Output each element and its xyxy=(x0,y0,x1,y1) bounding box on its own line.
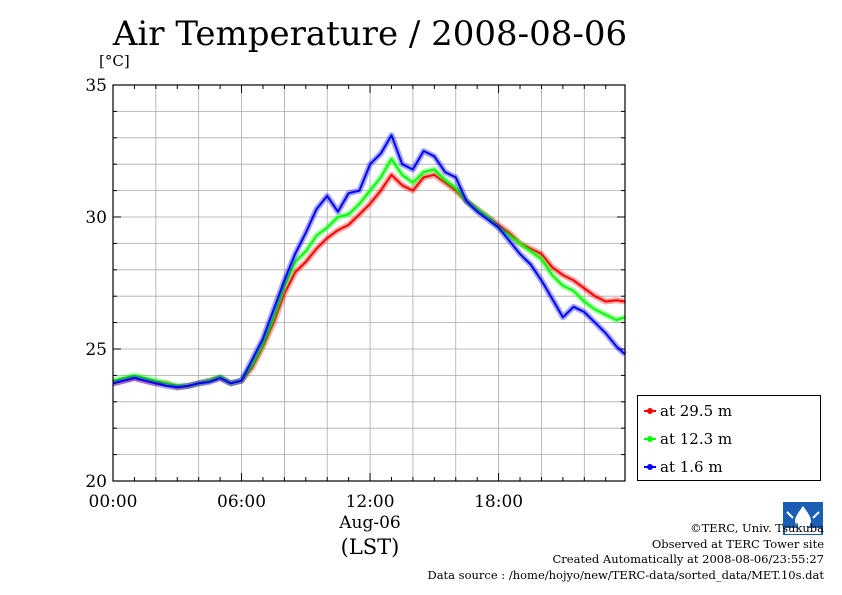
legend-item-1-6m: at 1.6 m xyxy=(644,457,723,477)
y-tick-label: 20 xyxy=(85,472,107,492)
legend-item-29-5m: at 29.5 m xyxy=(644,401,732,421)
series-band-at-29-5-m xyxy=(112,171,626,391)
y-tick-label: 25 xyxy=(85,340,107,360)
legend-swatch-blue xyxy=(644,457,656,477)
y-tick-label: 35 xyxy=(85,76,107,96)
terc-logo-icon xyxy=(783,502,823,535)
grid-lines xyxy=(113,85,625,481)
x-tick-label: 06:00 xyxy=(217,492,266,512)
series-line-at-1-6-m xyxy=(112,134,626,389)
x-tick-label: 18:00 xyxy=(474,492,523,512)
chart-title: Air Temperature / 2008-08-06 xyxy=(112,14,628,54)
legend-label: at 29.5 m xyxy=(660,402,733,420)
axis-ticks xyxy=(112,84,625,482)
legend-swatch-red xyxy=(644,401,656,421)
series-lines xyxy=(112,132,628,391)
legend-label: at 12.3 m xyxy=(660,430,733,448)
plot-frame xyxy=(112,84,626,482)
credits: ©TERC, Univ. Tsukuba Observed at TERC To… xyxy=(427,521,824,583)
legend: at 29.5 m at 12.3 m at 1.6 m xyxy=(637,395,821,481)
y-tick-label: 30 xyxy=(85,208,107,228)
legend-item-12-3m: at 12.3 m xyxy=(644,429,732,449)
legend-swatch-green xyxy=(644,429,656,449)
legend-label: at 1.6 m xyxy=(660,458,723,476)
x-tick-label: 00:00 xyxy=(89,492,138,512)
tick-labels: 20 25 30 35 00:00 06:00 12:00 18:00 xyxy=(85,76,523,512)
credit-created: Created Automatically at 2008-08-06/23:5… xyxy=(552,552,825,566)
credit-copyright: ©TERC, Univ. Tsukuba xyxy=(690,521,824,535)
x-axis-timezone: (LST) xyxy=(340,535,400,559)
credit-site: Observed at TERC Tower site xyxy=(651,536,824,551)
x-tick-label: 12:00 xyxy=(346,492,395,512)
credit-source: Data source : /home/hojyo/new/TERC-data/… xyxy=(427,567,824,582)
x-axis-date: Aug-06 xyxy=(339,513,401,533)
y-axis-unit: [°C] xyxy=(99,52,130,70)
